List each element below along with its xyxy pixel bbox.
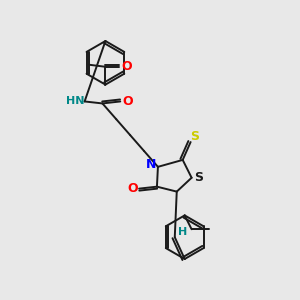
- Text: O: O: [122, 95, 133, 108]
- Text: O: O: [128, 182, 139, 195]
- Text: N: N: [146, 158, 156, 171]
- Text: O: O: [121, 60, 131, 73]
- Text: S: S: [190, 130, 199, 142]
- Text: H: H: [178, 227, 187, 237]
- Text: S: S: [194, 171, 203, 184]
- Text: HN: HN: [66, 97, 85, 106]
